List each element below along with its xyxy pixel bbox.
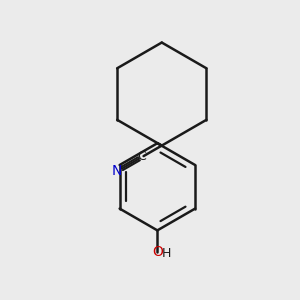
Text: O: O (152, 244, 163, 259)
Text: N: N (112, 164, 122, 178)
Text: C: C (138, 150, 146, 163)
Text: H: H (162, 248, 172, 260)
